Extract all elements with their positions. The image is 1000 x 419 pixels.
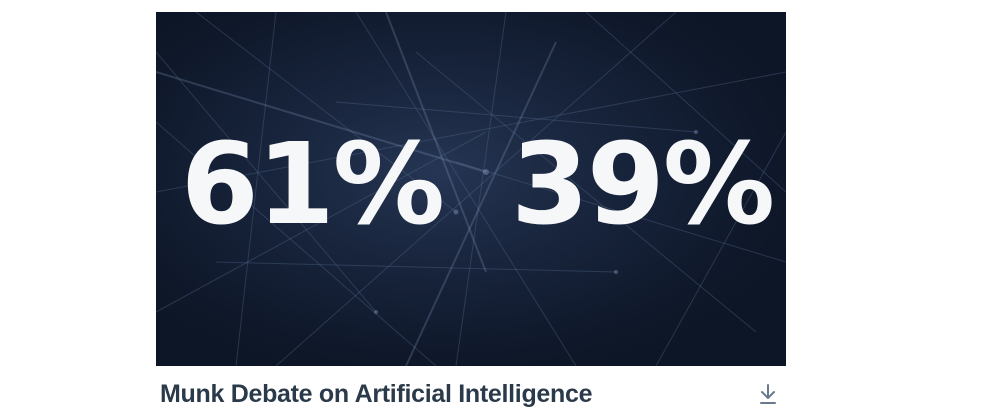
network-background-image bbox=[156, 12, 786, 366]
stat-value-2: 39% bbox=[511, 120, 775, 250]
download-icon bbox=[760, 384, 776, 404]
video-title[interactable]: Munk Debate on Artificial Intelligence bbox=[160, 379, 593, 408]
media-card: 61% 39% Munk Debate on Artificial Intell… bbox=[156, 12, 786, 412]
vote-results: 61% 39% bbox=[156, 120, 786, 250]
download-button[interactable] bbox=[754, 380, 782, 408]
stat-value-1: 61% bbox=[180, 120, 445, 250]
thumbnail-image[interactable]: 61% 39% bbox=[156, 12, 786, 366]
caption-bar: Munk Debate on Artificial Intelligence bbox=[156, 376, 786, 412]
